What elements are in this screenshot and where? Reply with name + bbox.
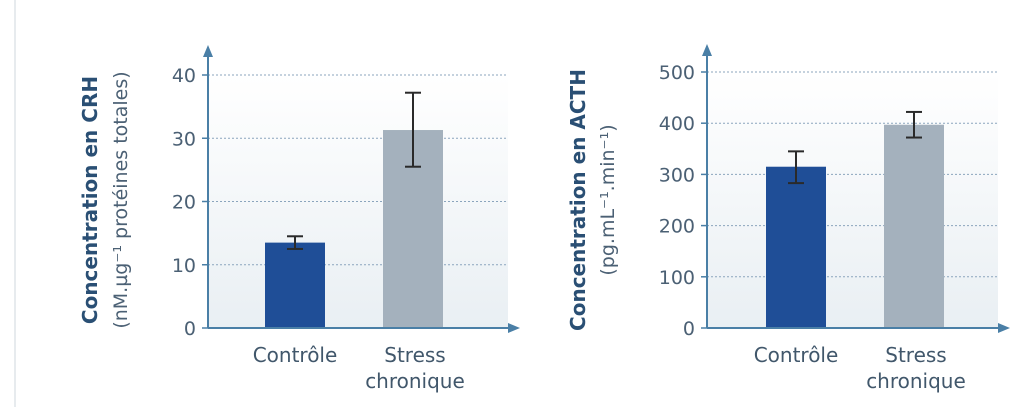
- x-category-label: Stress: [885, 343, 946, 367]
- x-category-label: chronique: [866, 369, 966, 393]
- y-tick-label: 200: [659, 216, 695, 238]
- y-tick-label: 40: [172, 65, 196, 87]
- y-tick-label: 30: [172, 128, 196, 150]
- x-axis-arrow: [998, 323, 1010, 333]
- y-tick-label: 300: [659, 164, 695, 186]
- y-axis-label-units: (pg.mL⁻¹.min⁻¹): [597, 124, 619, 275]
- y-axis-arrow: [702, 44, 712, 56]
- y-tick-label: 100: [659, 267, 695, 289]
- y-axis-arrow: [203, 45, 213, 57]
- plot-background: [707, 72, 998, 328]
- x-category-label: chronique: [365, 369, 465, 393]
- x-axis-arrow: [508, 323, 520, 333]
- x-category-label: Stress: [384, 343, 445, 367]
- y-tick-label: 500: [659, 62, 695, 84]
- y-tick-label: 400: [659, 113, 695, 135]
- y-tick-label: 20: [172, 192, 196, 214]
- page-divider-line: [14, 0, 16, 407]
- x-category-label: Contrôle: [754, 343, 839, 367]
- bar: [766, 166, 826, 328]
- y-axis-label-main: Concentration en CRH: [78, 76, 102, 324]
- x-category-label: Contrôle: [253, 343, 338, 367]
- y-axis-label-main: Concentration en ACTH: [566, 69, 590, 331]
- y-axis-label-units: (nM.µg⁻¹ protéines totales): [110, 71, 132, 328]
- bar: [884, 124, 944, 329]
- y-tick-label: 10: [172, 255, 196, 277]
- y-tick-label: 0: [683, 318, 695, 340]
- bar: [265, 242, 325, 328]
- y-tick-label: 0: [184, 318, 196, 340]
